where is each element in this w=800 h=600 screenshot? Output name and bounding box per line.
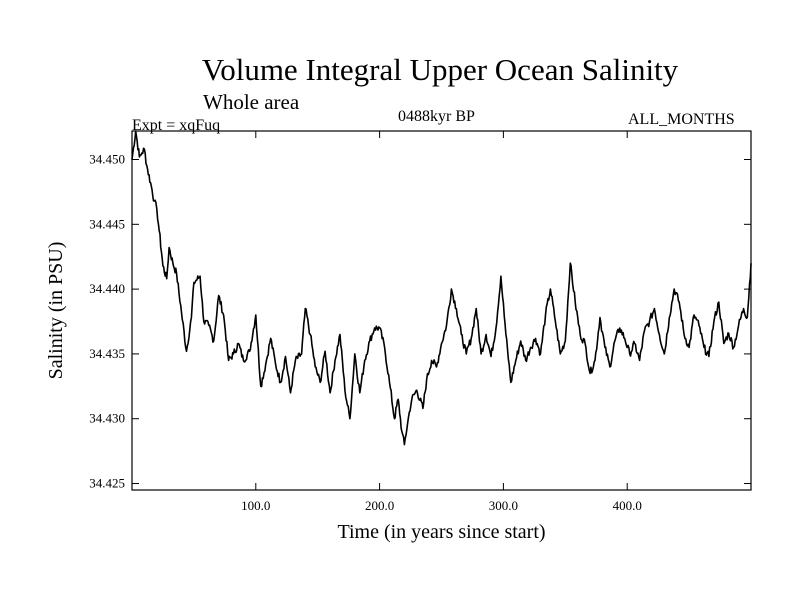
plot-frame: [131, 130, 752, 491]
x-tick-label: 400.0: [613, 498, 642, 513]
x-tick-label: 100.0: [241, 498, 270, 513]
salinity-series-line: [131, 130, 752, 446]
chart-title: Volume Integral Upper Ocean Salinity: [201, 52, 679, 87]
y-tick-label: 34.440: [89, 281, 125, 296]
x-axis-label: Time (in years since start): [337, 521, 545, 543]
x-tick-label: 300.0: [489, 498, 518, 513]
period-label: 0488kyr BP: [398, 108, 475, 125]
y-tick-label: 34.445: [89, 216, 125, 231]
y-tick-label: 34.435: [89, 346, 125, 361]
y-axis-label: Salinity (in PSU): [45, 242, 67, 380]
chart-subtitle: Whole area: [203, 90, 300, 114]
y-tick-label: 34.450: [89, 152, 125, 167]
y-tick-label: 34.430: [89, 411, 125, 426]
y-tick-label: 34.425: [89, 476, 125, 491]
experiment-label: Expt = xqFuq: [132, 117, 221, 134]
months-label: ALL_MONTHS: [628, 111, 735, 128]
x-tick-label: 200.0: [365, 498, 394, 513]
